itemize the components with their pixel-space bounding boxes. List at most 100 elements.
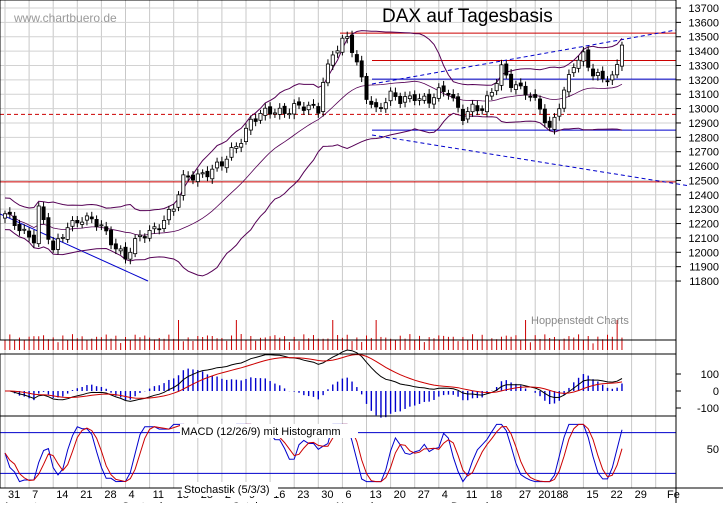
candle-body <box>436 87 441 99</box>
candle-body <box>229 147 234 158</box>
candle-body <box>51 240 56 251</box>
y-tick-label: 12500 <box>688 175 719 187</box>
candle-body <box>17 224 22 232</box>
candle-body <box>393 92 398 97</box>
y-tick-label: 13300 <box>688 60 719 72</box>
candle-body <box>591 68 596 77</box>
candle-body <box>128 251 133 260</box>
candle-body <box>518 82 523 87</box>
y-tick-label: 13200 <box>688 75 719 87</box>
candle-body <box>316 106 321 114</box>
y-tick-label: 12600 <box>688 161 719 173</box>
candle-body <box>345 36 350 39</box>
candle-body <box>46 217 51 240</box>
candle-body <box>282 105 287 114</box>
candle-body <box>605 80 610 83</box>
candle-body <box>311 103 316 106</box>
macd-label: MACD (12/26/9) mit Histogramm <box>181 426 341 438</box>
x-day-label: 6 <box>345 489 351 501</box>
candle-body <box>350 34 355 53</box>
candle-body <box>89 216 94 220</box>
candle-body <box>27 230 32 238</box>
candle-body <box>494 83 499 92</box>
candle-body <box>137 234 142 237</box>
candle-body <box>383 102 388 110</box>
candle-body <box>123 246 128 260</box>
candle-body <box>465 111 470 120</box>
candle-body <box>22 228 27 231</box>
candle-body <box>60 236 65 239</box>
candle-body <box>190 174 195 181</box>
y-tick-label: 12400 <box>688 190 719 202</box>
candle-body <box>70 220 75 227</box>
x-day-label: 8 <box>562 489 568 501</box>
candle-body <box>340 37 345 53</box>
macd-signal-line <box>5 353 623 399</box>
candle-body <box>600 70 605 80</box>
candle-body <box>306 104 311 111</box>
candle-body <box>557 108 562 117</box>
candle-body <box>272 112 277 115</box>
x-day-label: 28 <box>104 489 116 501</box>
candle-body <box>489 92 494 97</box>
candle-body <box>576 59 581 69</box>
candle-body <box>403 96 408 103</box>
candle-body <box>186 175 191 178</box>
candle-body <box>147 229 152 239</box>
x-day-label: 13 <box>370 489 382 501</box>
x-day-label: 4 <box>442 489 448 501</box>
candle-body <box>484 95 489 113</box>
candle-body <box>36 205 41 245</box>
x-day-label: 11 <box>153 489 164 501</box>
candle-body <box>451 94 456 99</box>
candle-body <box>75 220 80 224</box>
x-day-label: 30 <box>321 489 333 501</box>
candle-body <box>364 75 369 100</box>
y-tick-label: 11800 <box>689 276 719 288</box>
candle-body <box>181 174 186 196</box>
candle-body <box>56 238 61 250</box>
candle-body <box>330 54 335 66</box>
candle-body <box>253 118 258 122</box>
candle-body <box>552 116 557 130</box>
candle-body <box>210 168 215 180</box>
uptrend-line-december <box>371 29 677 85</box>
stoch-k-line <box>4 423 623 483</box>
candle-body <box>456 96 461 108</box>
candle-body <box>431 97 436 105</box>
candle-body <box>277 107 282 115</box>
candle-body <box>538 98 543 110</box>
candle-body <box>615 64 620 76</box>
candle-body <box>513 84 518 90</box>
x-axis: 3171421284111825291623306132027411182720… <box>3 489 680 508</box>
candle-body <box>157 228 162 231</box>
candle-body <box>460 108 465 121</box>
lower-trend-line-december <box>371 134 691 187</box>
candle-body <box>441 85 446 92</box>
candle-body <box>533 94 538 98</box>
candles <box>3 30 624 265</box>
x-day-label: 7 <box>32 489 38 501</box>
candle-body <box>176 194 181 208</box>
candle-body <box>297 101 302 106</box>
candle-body <box>162 220 167 229</box>
candle-body <box>215 161 220 169</box>
candle-body <box>239 143 244 148</box>
candle-body <box>3 213 8 219</box>
candle-body <box>547 120 552 128</box>
candle-body <box>94 218 99 228</box>
candle-body <box>504 63 509 76</box>
candle-body <box>446 92 451 96</box>
candle-body <box>292 103 297 115</box>
candle-body <box>104 226 109 232</box>
x-day-label: 4 <box>129 489 135 501</box>
volume-bars <box>4 320 623 350</box>
candle-body <box>359 60 364 78</box>
candle-body <box>610 74 615 81</box>
chart-title: DAX auf Tagesbasis <box>382 6 553 27</box>
candle-body <box>571 67 576 74</box>
candle-body <box>566 74 571 93</box>
y-tick-label: 0 <box>713 386 719 398</box>
y-tick-label: 12200 <box>688 219 719 231</box>
